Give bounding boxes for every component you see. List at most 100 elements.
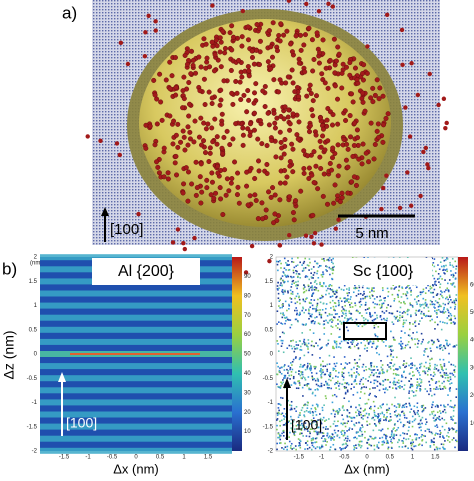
- speckle: [362, 294, 364, 296]
- speckle: [430, 350, 432, 352]
- speckle: [443, 272, 445, 274]
- speckle: [381, 369, 383, 371]
- speckle: [424, 303, 426, 305]
- speckle: [321, 276, 324, 278]
- speckle: [297, 424, 299, 426]
- speckle: [444, 448, 446, 450]
- atom: [322, 80, 328, 86]
- speckle: [329, 372, 331, 375]
- speckle: [331, 288, 334, 291]
- atom: [259, 200, 265, 206]
- speckle: [355, 422, 358, 424]
- speckle: [411, 384, 414, 387]
- speckle: [393, 300, 396, 302]
- speckle: [282, 381, 285, 384]
- speckle: [276, 340, 279, 342]
- speckle: [346, 435, 349, 438]
- speckle: [326, 270, 328, 272]
- speckle: [442, 308, 445, 311]
- atom: [170, 240, 176, 245]
- atom: [306, 129, 312, 135]
- speckle: [285, 269, 287, 271]
- speckle: [331, 290, 334, 292]
- stripe: [40, 399, 232, 406]
- speckle: [361, 366, 364, 368]
- speckle: [437, 388, 439, 390]
- atom: [253, 81, 259, 87]
- speckle: [324, 373, 327, 376]
- speckle: [335, 370, 337, 372]
- speckle: [412, 441, 415, 444]
- speckle: [363, 347, 366, 350]
- speckle: [363, 369, 366, 372]
- speckle: [450, 314, 453, 317]
- speckle: [365, 312, 368, 314]
- speckle: [443, 404, 445, 407]
- speckle: [343, 297, 345, 300]
- speckle: [324, 420, 326, 422]
- atom: [376, 96, 382, 102]
- speckle: [414, 312, 417, 314]
- speckle: [295, 284, 298, 286]
- speckle: [281, 339, 284, 342]
- speckle: [320, 363, 322, 366]
- speckle: [336, 295, 338, 298]
- speckle: [307, 348, 309, 350]
- speckle: [451, 372, 453, 375]
- speckle: [411, 338, 414, 341]
- atom: [405, 170, 410, 175]
- speckle: [442, 311, 444, 314]
- speckle: [299, 444, 301, 447]
- speckle: [356, 362, 358, 364]
- speckle: [444, 406, 447, 408]
- speckle: [292, 269, 295, 272]
- speckle: [390, 287, 393, 290]
- speckle: [304, 377, 306, 379]
- speckle: [371, 295, 374, 297]
- speckle: [319, 364, 322, 367]
- speckle: [398, 386, 401, 389]
- atom: [254, 22, 260, 28]
- speckle: [429, 291, 432, 294]
- speckle: [353, 345, 356, 348]
- speckle: [376, 385, 379, 387]
- speckle: [335, 362, 338, 365]
- speckle: [298, 298, 301, 301]
- atom: [217, 102, 223, 108]
- colorbar-tick-label: 50: [244, 352, 251, 358]
- speckle: [383, 317, 385, 320]
- speckle: [277, 269, 279, 272]
- speckle: [326, 432, 329, 435]
- speckle: [282, 424, 285, 426]
- speckle: [376, 317, 379, 319]
- speckle: [439, 363, 442, 366]
- speckle: [359, 292, 362, 295]
- speckle: [439, 261, 442, 263]
- speckle: [281, 342, 284, 345]
- atom: [332, 182, 338, 188]
- atom: [211, 68, 217, 74]
- speckle: [376, 335, 379, 338]
- speckle: [437, 309, 440, 311]
- atom: [360, 77, 366, 83]
- speckle: [392, 336, 395, 339]
- speckle: [417, 444, 420, 446]
- stripe: [40, 326, 232, 333]
- atom: [263, 207, 269, 213]
- speckle: [347, 301, 350, 304]
- speckle: [393, 315, 396, 318]
- speckle: [319, 297, 321, 300]
- speckle: [301, 424, 304, 427]
- speckle: [381, 372, 384, 375]
- speckle: [400, 344, 402, 347]
- speckle: [384, 297, 386, 299]
- speckle: [312, 307, 314, 310]
- speckle: [400, 296, 403, 298]
- speckle: [447, 309, 449, 312]
- speckle: [424, 430, 427, 432]
- speckle: [295, 269, 297, 272]
- speckle: [401, 406, 404, 409]
- speckle: [446, 435, 448, 437]
- atom: [376, 134, 382, 140]
